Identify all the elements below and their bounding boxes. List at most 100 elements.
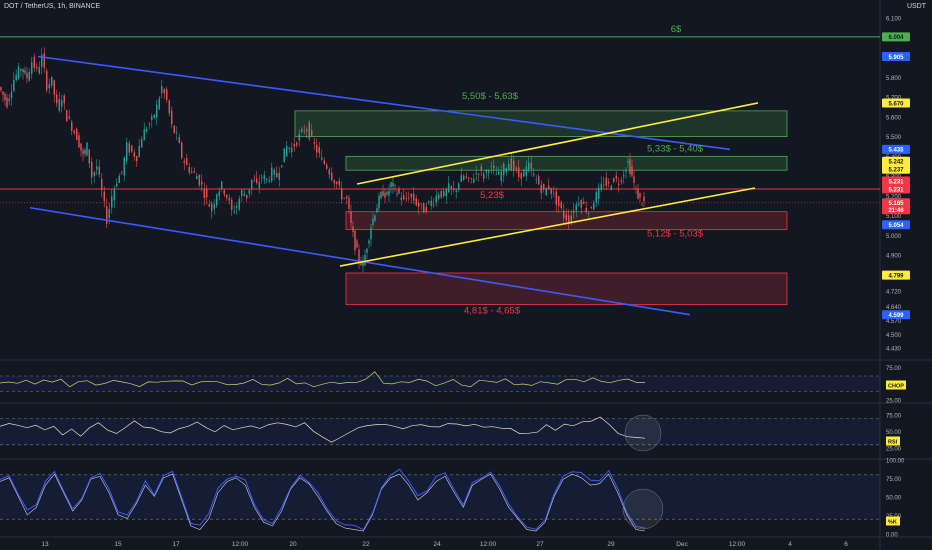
candle-body (101, 179, 103, 190)
candle-body (598, 187, 600, 199)
time-axis[interactable]: 13 15 17 12:00 20 22 24 12:00 27 29 Dec 12:00 4 6 (41, 541, 848, 548)
candle-body (635, 188, 637, 189)
price-tick-label: 4.640 (886, 305, 902, 311)
candle-body (518, 167, 520, 177)
price-badge-label: 5.435 (888, 148, 904, 154)
price-tick-label: 5.200 (886, 194, 902, 200)
candle-body (563, 210, 565, 219)
candle-body (465, 176, 467, 178)
candle-body (336, 181, 338, 184)
indicator-line (0, 371, 645, 388)
candle-body (278, 173, 280, 180)
candle-body (128, 143, 130, 153)
candle-body (131, 145, 133, 152)
candle-body (121, 171, 123, 173)
candle-body (455, 189, 457, 192)
candle-body (191, 171, 193, 173)
symbol-title: DOT / TetherUS, 1h, BINANCE (4, 3, 101, 10)
candle-body (271, 167, 273, 182)
candle-body (498, 171, 500, 175)
candle-body (443, 191, 445, 197)
candle-body (281, 165, 283, 167)
candle-body (573, 210, 575, 213)
candle-body (625, 171, 627, 173)
candle-body (448, 183, 450, 193)
candle-body (623, 175, 625, 177)
price-badge-label: 5.054 (888, 223, 904, 229)
indicator-badge (886, 516, 900, 526)
candle-body (116, 183, 118, 187)
candle-body (61, 100, 63, 107)
channel-bottom-line (29, 206, 691, 316)
price-tick-label: 4.430 (886, 347, 902, 353)
time-tick-label: 24 (433, 541, 441, 548)
candle-body (323, 160, 325, 164)
price-badge (882, 220, 910, 230)
candle-body (590, 207, 592, 208)
candle-body (643, 196, 645, 202)
candle-body (620, 180, 622, 183)
candle-body (266, 178, 268, 180)
candle-body (91, 161, 93, 178)
candle-body (540, 184, 542, 193)
candle-body (428, 201, 430, 203)
candle-body (460, 175, 462, 182)
candle-body (76, 128, 78, 141)
time-tick-label: 20 (289, 541, 297, 548)
candle-body (358, 249, 360, 262)
candle-body (374, 215, 376, 221)
candle-body (126, 142, 128, 162)
price-badge-label: 5.231 (888, 179, 904, 185)
candle-body (118, 175, 120, 184)
candle-body (28, 72, 30, 81)
price-badge (882, 156, 910, 166)
candle-body (238, 198, 240, 210)
indicator-line (0, 416, 646, 443)
price-tick-label: 4.570 (886, 319, 902, 325)
indicator-band (0, 418, 880, 445)
candle-body (206, 189, 208, 198)
candle-body (328, 169, 330, 175)
price-tick-label: 5.500 (886, 135, 902, 141)
candlestick-series (0, 47, 645, 273)
candle-body (84, 150, 86, 155)
currency-label: USDT (906, 3, 926, 10)
candle-body (283, 148, 285, 163)
candle-body (346, 196, 348, 199)
price-tick-label: 4.720 (886, 289, 902, 295)
candle-body (580, 200, 582, 208)
indicator-tick-label: 50.00 (886, 430, 902, 436)
horizontal-levels (0, 36, 880, 204)
price-badge (882, 98, 910, 108)
indicator-tick-label: 50.00 (886, 496, 902, 502)
candle-body (376, 208, 378, 213)
candle-body (370, 227, 372, 240)
candle-body (348, 197, 350, 210)
candle-body (66, 110, 68, 122)
price-tick-label: 4.500 (886, 333, 902, 339)
price-axis[interactable]: 6.1005.8005.7005.6005.5005.4005.3005.200… (882, 16, 910, 353)
candle-body (550, 188, 552, 194)
candle-body (298, 134, 300, 141)
indicator-badge-label: %K (888, 519, 897, 525)
candle-body (258, 182, 260, 188)
indicator-badge (886, 436, 900, 446)
candle-body (453, 188, 455, 190)
candle-body (430, 200, 432, 206)
candle-body (88, 149, 90, 164)
indicator-band (0, 375, 880, 392)
candle-body (420, 203, 422, 205)
candle-body (108, 208, 110, 219)
candle-body (558, 196, 560, 207)
candle-body (382, 191, 384, 197)
candle-body (321, 157, 323, 160)
candle-body (176, 132, 178, 134)
candle-body (171, 110, 173, 125)
time-tick-label: 13 (41, 541, 49, 548)
candle-body (293, 143, 295, 147)
candle-body (58, 99, 60, 111)
candle-body (68, 116, 70, 119)
candle-body (261, 176, 263, 178)
price-badge (882, 176, 910, 186)
